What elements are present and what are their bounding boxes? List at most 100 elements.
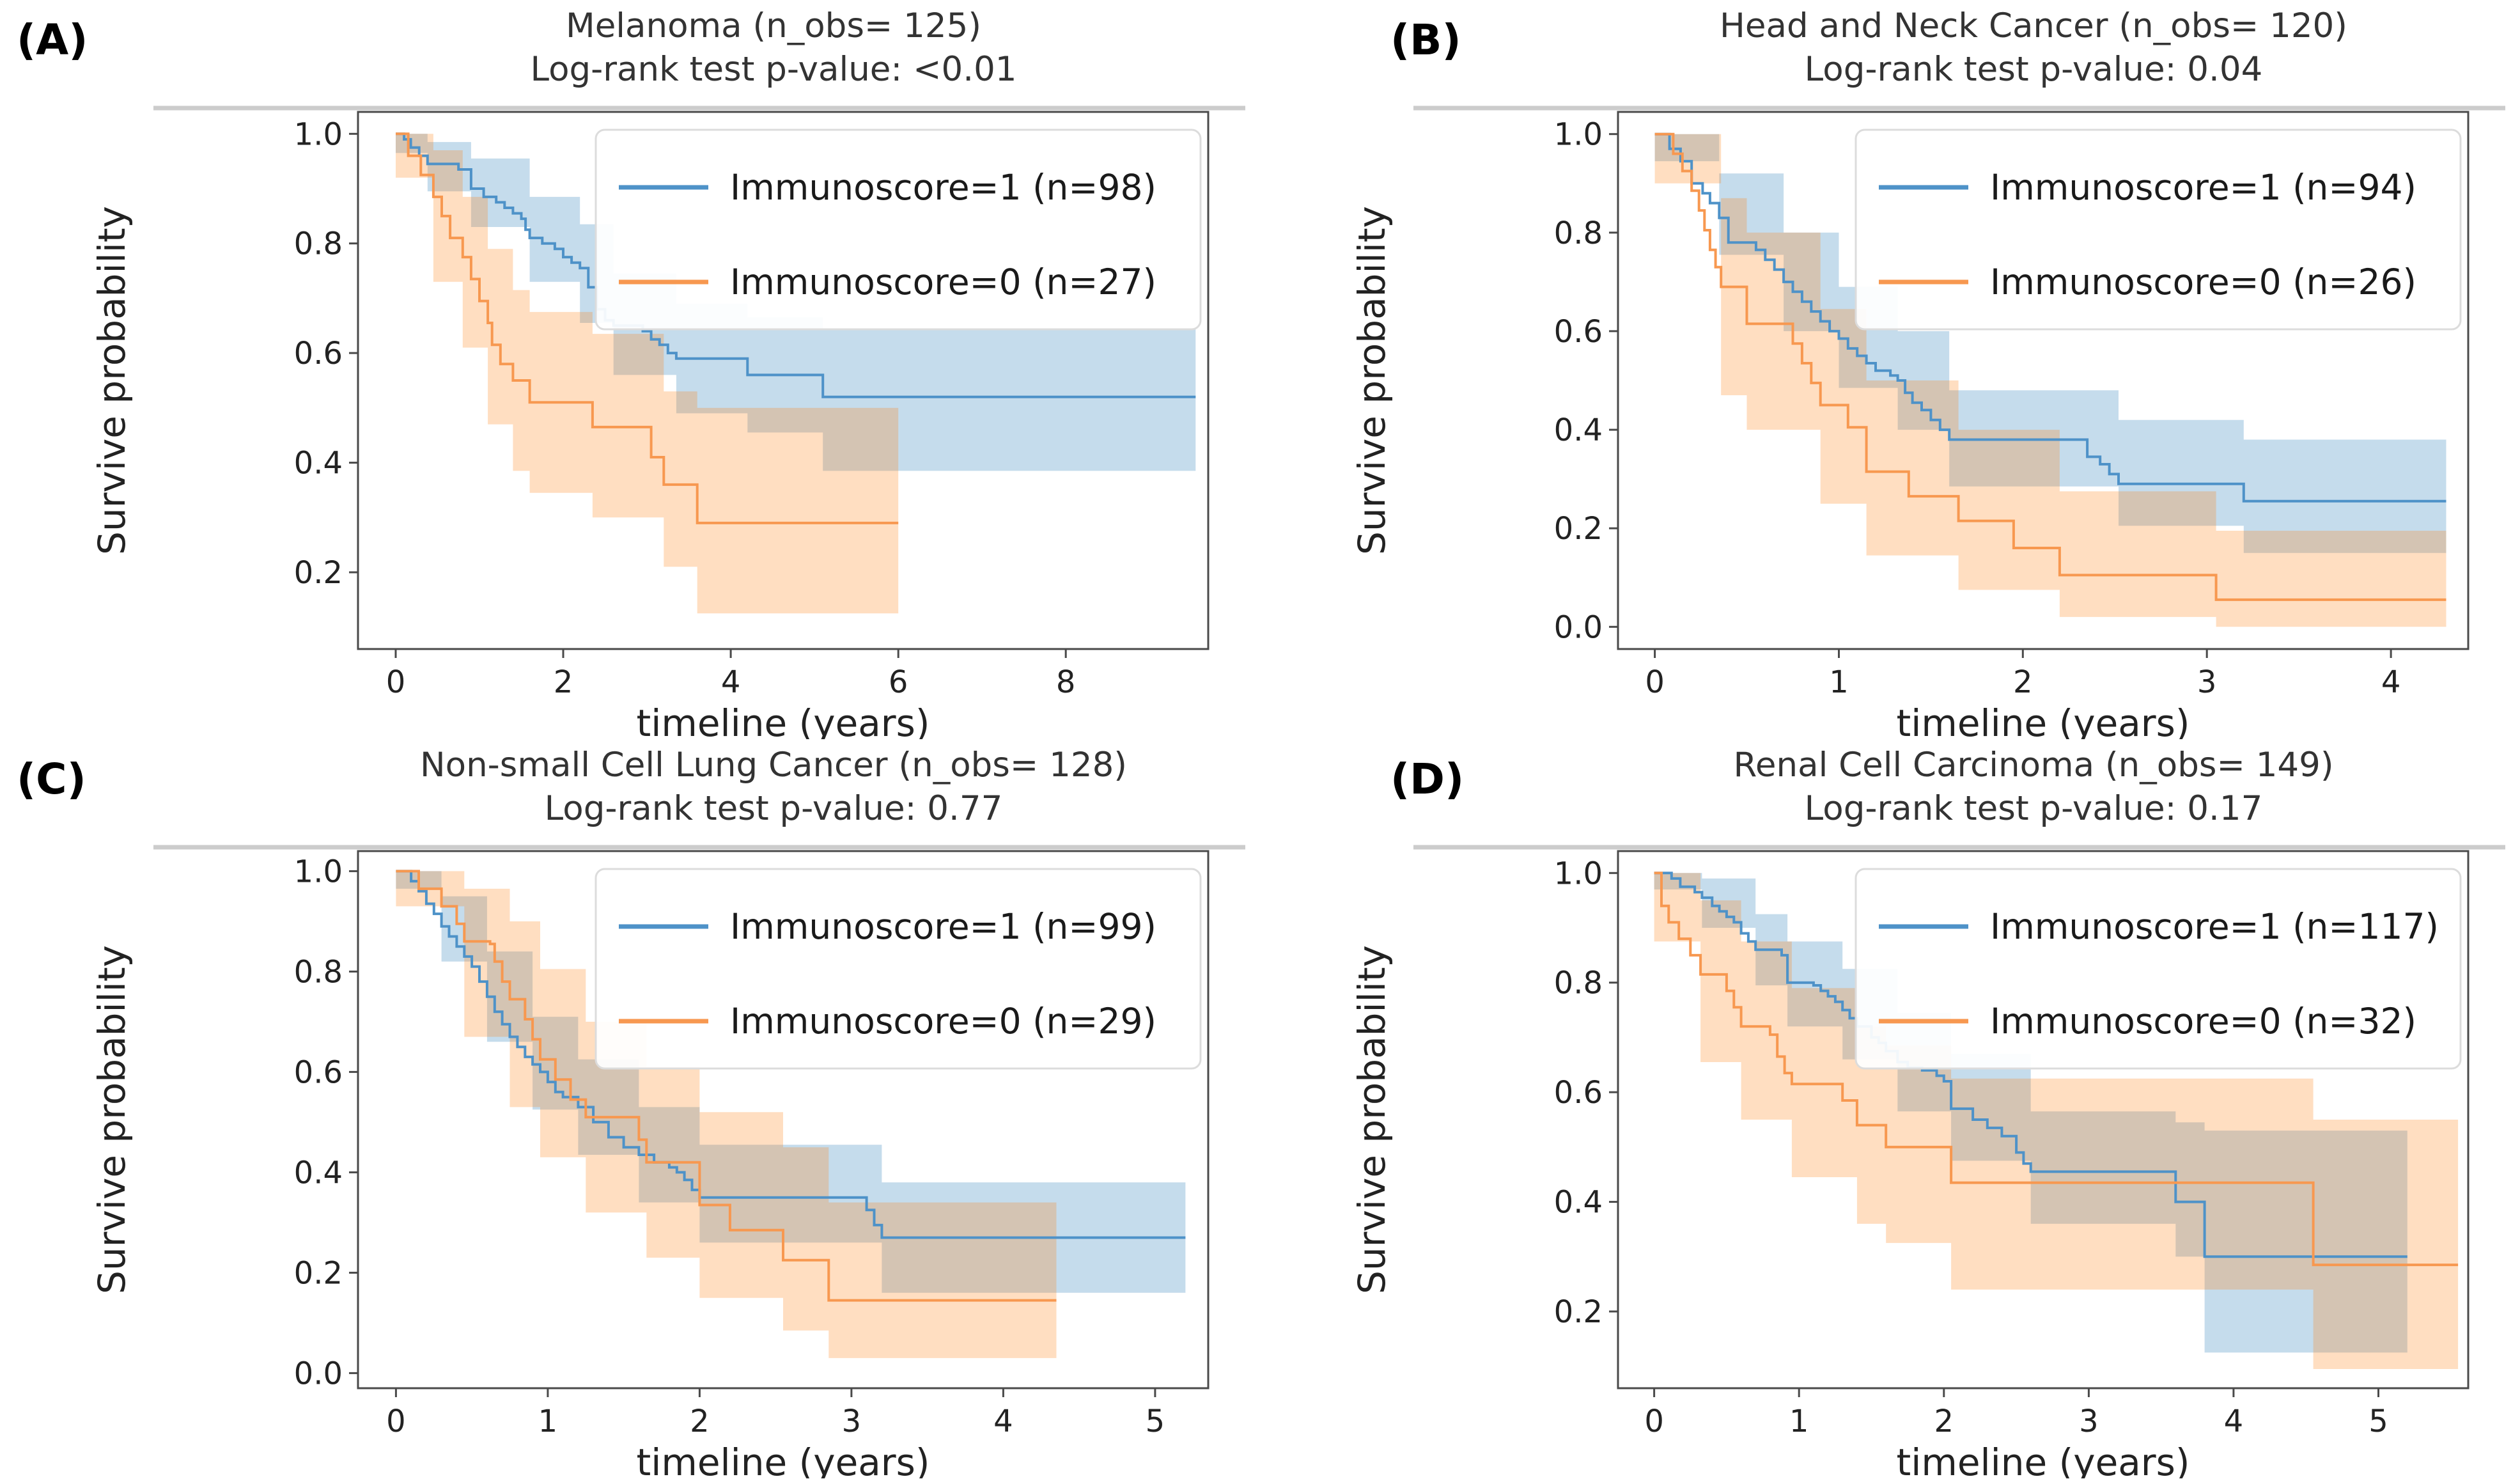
x-tick-label: 2 (1934, 1404, 1954, 1439)
x-tick-label: 8 (1056, 664, 1076, 700)
legend: Immunoscore=1 (n=99) Immunoscore=0 (n=29) (595, 868, 1202, 1070)
y-tick-label: 0.8 (294, 226, 343, 262)
y-tick-label: 1.0 (294, 854, 343, 889)
km-line-immunoscore0 (1654, 132, 2446, 601)
km-chart-b: 0 1 2 3 4 0.0 0.2 0.4 0.6 0.8 1.0 timeline (years) S… (1350, 106, 2505, 739)
y-tick-label: 0.0 (1554, 609, 1603, 645)
km-chart-d: 0 1 2 3 4 5 0.2 0.4 0.6 0.8 1.0 timeline (years) Sur… (1350, 845, 2505, 1478)
plot-area (396, 132, 1196, 614)
x-tick-label: 2 (2013, 664, 2033, 700)
km-line-immunoscore1 (396, 132, 1196, 398)
ci-band-immunoscore1 (396, 134, 1196, 471)
y-tick-label: 0.8 (1554, 215, 1603, 251)
y-tick-label: 0.2 (1554, 511, 1603, 547)
y-axis-label: Survive probability (1350, 206, 1394, 555)
y-tick-label: 0.2 (1554, 1294, 1603, 1330)
y-tick-label: 0.2 (294, 555, 343, 591)
km-line-immunoscore0 (396, 870, 1057, 1302)
legend-box (1855, 129, 2462, 331)
x-tick-label: 4 (721, 664, 741, 700)
x-tick-label: 2 (554, 664, 573, 700)
km-chart-a: 0 2 4 6 8 0.2 0.4 0.6 0.8 1.0 timeline (years) Surv… (90, 106, 1245, 739)
y-tick-label: 0.8 (1554, 966, 1603, 1001)
axes-box (1617, 850, 2469, 1389)
panel-b-titles: Head and Neck Cancer (n_obs= 120) Log-ra… (1592, 3, 2475, 90)
legend-label-immunoscore1: Immunoscore=1 (n=117) (1990, 906, 2439, 947)
y-tick-label: 1.0 (1554, 856, 1603, 891)
km-line-immunoscore0 (396, 132, 899, 524)
axes-box (1617, 111, 2469, 650)
y-tick-label: 0.4 (294, 1155, 343, 1191)
ci-band-immunoscore1 (1654, 873, 2407, 1353)
y-tick-label: 1.0 (294, 116, 343, 152)
km-line-immunoscore1 (1654, 132, 2446, 503)
panel-b-title: Head and Neck Cancer (n_obs= 120) (1720, 6, 2347, 45)
panel-d: (D) Renal Cell Carcinoma (n_obs= 149) Lo… (1260, 739, 2520, 1479)
x-tick-label: 4 (2381, 664, 2401, 700)
y-tick-label: 0.6 (294, 1054, 343, 1090)
panel-c-titles: Non-small Cell Lung Cancer (n_obs= 128) … (332, 742, 1215, 829)
x-tick-label: 5 (2368, 1404, 2388, 1439)
y-axis-label: Survive probability (90, 945, 134, 1294)
axis-tick-labels: 0 2 4 6 8 0.2 0.4 0.6 0.8 1.0 (294, 116, 1076, 700)
panel-c-pvalue: Log-rank test p-value: 0.77 (544, 789, 1003, 828)
legend-label-immunoscore1: Immunoscore=1 (n=99) (730, 906, 1156, 947)
y-tick-label: 0.0 (294, 1356, 343, 1391)
y-tick-label: 0.8 (294, 954, 343, 990)
panel-label-c: (C) (17, 755, 86, 804)
legend: Immunoscore=1 (n=98) Immunoscore=0 (n=27) (595, 129, 1202, 331)
y-tick-label: 0.2 (294, 1255, 343, 1291)
km-line-immunoscore1 (396, 870, 1186, 1239)
panel-a: (A) Melanoma (n_obs= 125) Log-rank test … (0, 0, 1260, 739)
legend-label-immunoscore0: Immunoscore=0 (n=32) (1990, 1001, 2416, 1042)
y-tick-label: 0.6 (1554, 314, 1603, 350)
axes-box (357, 111, 1209, 650)
x-axis-label: timeline (years) (1896, 1441, 2189, 1478)
legend-label-immunoscore0: Immunoscore=0 (n=27) (730, 262, 1156, 302)
panel-b-pvalue: Log-rank test p-value: 0.04 (1804, 50, 2263, 89)
x-tick-label: 1 (538, 1404, 558, 1439)
ci-band-immunoscore0 (396, 134, 899, 614)
panel-a-pvalue: Log-rank test p-value: <0.01 (530, 50, 1017, 89)
panel-c-title: Non-small Cell Lung Cancer (n_obs= 128) (420, 746, 1127, 785)
y-axis-label: Survive probability (90, 206, 134, 555)
x-tick-label: 5 (1146, 1404, 1165, 1439)
panel-d-title: Renal Cell Carcinoma (n_obs= 149) (1733, 746, 2334, 785)
x-tick-label: 1 (1789, 1404, 1809, 1439)
legend-box (595, 129, 1202, 331)
x-tick-label: 0 (386, 1404, 406, 1439)
legend-label-immunoscore1: Immunoscore=1 (n=94) (1990, 167, 2416, 208)
panel-d-pvalue: Log-rank test p-value: 0.17 (1804, 789, 2263, 828)
x-axis-label: timeline (years) (1896, 701, 2189, 739)
x-tick-label: 3 (842, 1404, 862, 1439)
x-tick-label: 4 (993, 1404, 1013, 1439)
panel-label-b: (B) (1390, 15, 1461, 65)
panel-d-titles: Renal Cell Carcinoma (n_obs= 149) Log-ra… (1592, 742, 2475, 829)
y-tick-label: 0.6 (1554, 1075, 1603, 1111)
y-axis-label: Survive probability (1350, 945, 1394, 1294)
x-tick-label: 0 (1644, 1404, 1664, 1439)
y-tick-label: 0.4 (1554, 1185, 1603, 1221)
x-tick-label: 3 (2079, 1404, 2099, 1439)
x-axis-label: timeline (years) (636, 1441, 929, 1478)
panel-label-d: (D) (1390, 755, 1465, 804)
panel-label-a: (A) (17, 15, 88, 65)
panel-c: (C) Non-small Cell Lung Cancer (n_obs= 1… (0, 739, 1260, 1479)
x-tick-label: 0 (386, 664, 406, 700)
x-tick-label: 6 (889, 664, 908, 700)
axis-ticks (349, 132, 1067, 658)
plot-area (1654, 132, 2446, 627)
axis-tick-labels: 0 1 2 3 4 0.0 0.2 0.4 0.6 0.8 1.0 (1554, 117, 2401, 700)
axis-tick-labels: 0 1 2 3 4 5 0.2 0.4 0.6 0.8 1.0 (1554, 856, 2388, 1439)
km-line-immunoscore0 (1654, 872, 2459, 1267)
x-tick-label: 4 (2224, 1404, 2244, 1439)
y-tick-label: 0.4 (1554, 412, 1603, 448)
y-tick-label: 0.6 (294, 336, 343, 372)
legend-label-immunoscore0: Immunoscore=0 (n=29) (730, 1001, 1156, 1042)
legend: Immunoscore=1 (n=117) Immunoscore=0 (n=32… (1855, 868, 2462, 1070)
legend-label-immunoscore1: Immunoscore=1 (n=98) (730, 167, 1156, 208)
legend-box (1855, 868, 2462, 1070)
y-tick-label: 1.0 (1554, 117, 1603, 153)
axis-ticks (1609, 133, 2392, 658)
